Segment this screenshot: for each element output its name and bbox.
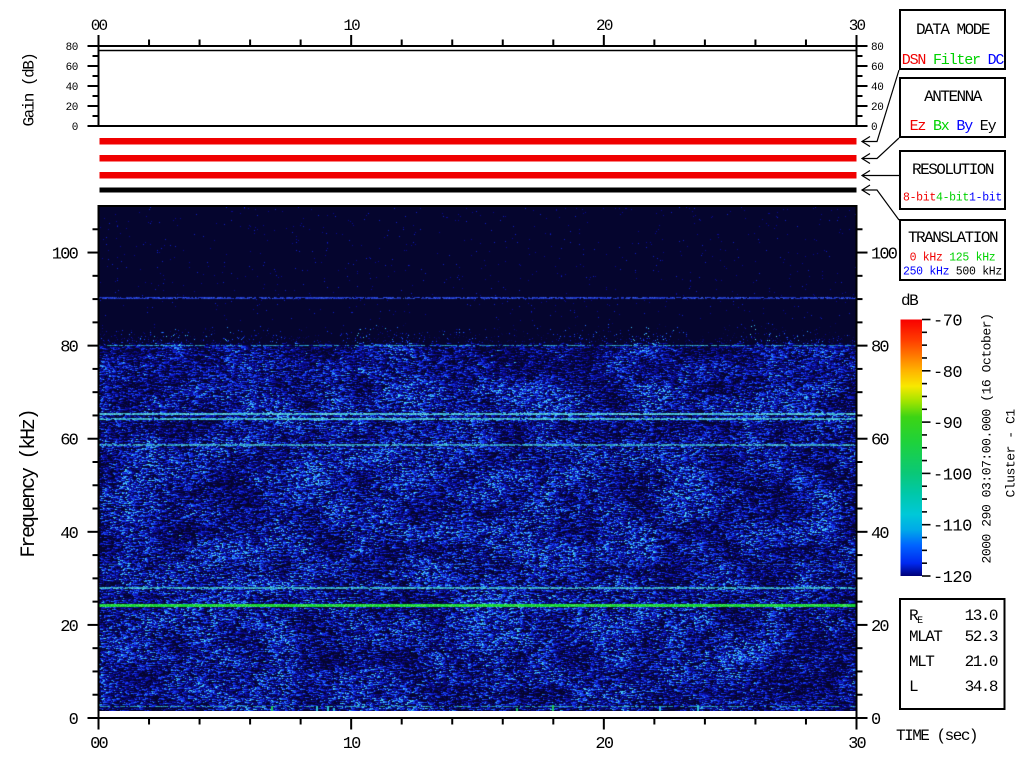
gain-tick-label-left: 0 xyxy=(72,122,78,134)
connector-antenna xyxy=(862,137,900,160)
info-row-label: RE xyxy=(909,607,923,627)
legend-box-title: TRANSLATION xyxy=(908,229,998,247)
datetime-label: 2000 290 03:07:00.000 (16 October) xyxy=(980,314,995,564)
time-tick-label-bottom: 00 xyxy=(90,735,108,754)
time-tick-label-top: 00 xyxy=(91,17,108,35)
time-tick-label-bottom: 30 xyxy=(848,735,866,754)
colorbar: dB -70 -80 -90 -100 -110 -120 xyxy=(900,292,973,588)
connector-translation xyxy=(862,189,900,221)
time-tick-label-top: 10 xyxy=(343,17,360,35)
frequency-axis-title: Frequency (kHz) xyxy=(18,410,41,557)
info-row-label: L xyxy=(909,678,918,696)
info-row-value: 52.3 xyxy=(965,628,998,646)
legend-box-items: 0 kHz 125 kHz xyxy=(910,252,996,265)
freq-tick-label-left: 20 xyxy=(60,618,78,637)
gain-tick-label-left: 40 xyxy=(66,82,78,94)
legend-box-items: Ez Bx By Ey xyxy=(910,118,997,135)
gain-axis-title: Gain (dB) xyxy=(21,54,39,127)
connector-arrow-data-mode xyxy=(860,135,871,148)
time-axis-title: TIME (sec) xyxy=(896,727,977,745)
connector-arrow-resolution xyxy=(860,169,871,182)
ephemeris-info-box: RE 13.0 MLAT 52.3 MLT 21.0 L 34.8 xyxy=(899,598,1006,710)
freq-tick-label-right: 60 xyxy=(871,432,889,451)
info-row-value: 34.8 xyxy=(965,678,998,696)
colorbar-title: dB xyxy=(901,292,918,310)
legend-box-items: 8-bit4-bit1-bit xyxy=(903,192,1002,205)
gain-tick-label-right: 20 xyxy=(871,102,883,114)
data-mode-box xyxy=(899,9,1006,70)
resolution-box xyxy=(899,150,1006,210)
colorbar-tick-label: -120 xyxy=(933,569,972,588)
legend-boxes: DATA MODE DSN Filter DC ANTENNA Ez Bx By Ey… xyxy=(899,9,1006,281)
legend-connectors xyxy=(860,69,900,221)
translation-box xyxy=(899,219,1006,281)
antenna-box xyxy=(899,77,1006,138)
resolution-bar xyxy=(99,172,857,179)
legend-box-title: DATA MODE xyxy=(916,21,990,39)
freq-tick-label-right: 20 xyxy=(871,618,889,637)
time-tick-label-bottom: 20 xyxy=(595,735,613,754)
data-mode-bar xyxy=(99,138,857,145)
connector-arrow-translation xyxy=(860,184,871,196)
gain-panel-box xyxy=(97,45,858,127)
colorbar-tick-label: -80 xyxy=(933,364,962,383)
info-row-value: 21.0 xyxy=(965,653,998,671)
time-tick-label-top: 30 xyxy=(849,17,866,35)
info-row-value: 13.0 xyxy=(965,607,998,625)
gain-tick-label-right: 40 xyxy=(871,82,883,94)
freq-tick-label-right: 40 xyxy=(871,525,889,544)
freq-tick-label-left: 0 xyxy=(69,711,79,730)
freq-tick-label-left: 40 xyxy=(60,525,78,544)
time-tick-label-bottom: 10 xyxy=(343,735,361,754)
legend-box-title: RESOLUTION xyxy=(912,161,994,179)
colorbar-tick-label: -90 xyxy=(933,415,962,434)
gain-tick-label-left: 60 xyxy=(66,62,78,74)
legend-box-title: ANTENNA xyxy=(924,88,983,106)
info-box-border xyxy=(899,598,1006,710)
colorbar-tick-label: -110 xyxy=(933,518,972,537)
freq-tick-label-left: 100 xyxy=(52,246,79,265)
gain-tick-label-right: 80 xyxy=(871,42,883,54)
time-tick-label-top: 20 xyxy=(596,17,613,35)
translation-bar xyxy=(99,187,857,193)
colorbar-tick-label: -100 xyxy=(933,466,972,485)
gain-tick-label-left: 80 xyxy=(66,42,78,54)
freq-tick-label-right: 0 xyxy=(871,711,881,730)
spectrogram-image xyxy=(99,207,857,711)
legend-box-items: 250 kHz 500 kHz xyxy=(903,266,1002,279)
freq-tick-label-right: 100 xyxy=(871,246,898,265)
freq-tick-label-left: 60 xyxy=(60,432,78,451)
colorbar-gradient xyxy=(900,319,922,576)
connector-arrow-antenna xyxy=(860,152,871,165)
status-bars xyxy=(99,138,857,193)
gain-tick-label-right: 0 xyxy=(871,122,877,134)
colorbar-tick-label: -70 xyxy=(933,313,962,332)
legend-box-items: DSN Filter DC xyxy=(902,52,1005,69)
connector-data-mode xyxy=(862,69,900,143)
info-row-label: MLT xyxy=(909,653,934,671)
gain-tick-label-left: 20 xyxy=(66,102,78,114)
gain-tick-label-right: 60 xyxy=(871,62,883,74)
spacecraft-label: Cluster - C1 xyxy=(1004,409,1019,498)
freq-tick-label-right: 80 xyxy=(871,339,889,358)
spectrogram-panel-box xyxy=(97,205,858,719)
info-row-label: MLAT xyxy=(909,628,942,646)
antenna-bar xyxy=(99,155,857,162)
freq-tick-label-left: 80 xyxy=(60,339,78,358)
